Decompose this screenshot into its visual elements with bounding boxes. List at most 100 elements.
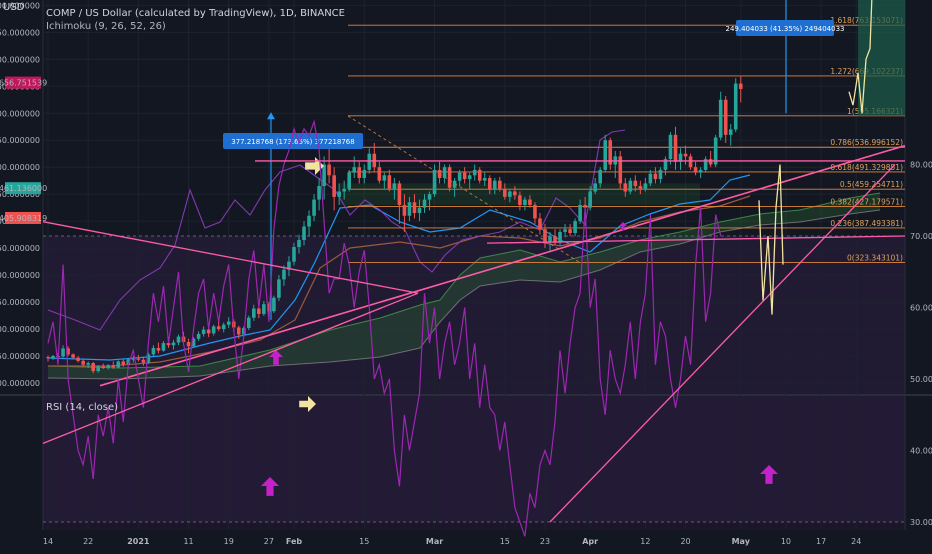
price-tick-label: 250.000000 bbox=[0, 298, 40, 307]
price-tick-label: 350.000000 bbox=[0, 244, 40, 253]
price-projection-path bbox=[848, 0, 873, 114]
candle-body bbox=[623, 183, 628, 192]
candle-body bbox=[76, 357, 80, 361]
candle-body bbox=[588, 191, 592, 208]
time-tick-label: 12 bbox=[640, 537, 650, 546]
candle-body bbox=[252, 308, 256, 318]
candle-body bbox=[347, 172, 351, 189]
time-tick-label: Feb bbox=[286, 537, 303, 546]
candle-body bbox=[728, 129, 733, 135]
fib-level-label: 0.5(459.254711) bbox=[840, 180, 903, 189]
measure-box-2-label: 249.404033 (41.35%) 249404033 bbox=[726, 25, 845, 33]
candle-body bbox=[518, 195, 522, 205]
time-tick-label: 17 bbox=[816, 537, 826, 546]
candle-body bbox=[196, 333, 201, 339]
candle-body bbox=[121, 361, 126, 365]
fib-level-label: 0(323.343101) bbox=[847, 254, 903, 263]
candle-body bbox=[247, 317, 251, 328]
candle-body bbox=[553, 236, 557, 243]
rsi-line bbox=[47, 119, 722, 537]
candle-body bbox=[412, 202, 417, 214]
price-tick-label: 300.000000 bbox=[0, 271, 40, 280]
candle-body bbox=[628, 180, 633, 192]
candle-body bbox=[387, 175, 392, 189]
price-tick-label: 550.000000 bbox=[0, 136, 40, 145]
candle-body bbox=[136, 358, 141, 360]
measure-box-2 bbox=[736, 20, 834, 36]
candle-body bbox=[337, 191, 341, 197]
candle-body bbox=[352, 167, 357, 173]
price-badge-label: 405.908319 bbox=[0, 214, 47, 223]
candle-body bbox=[332, 175, 336, 197]
rsi-tick-label: 40.00 bbox=[910, 447, 932, 456]
candle-body bbox=[307, 215, 311, 227]
candle-body bbox=[523, 199, 527, 205]
price-tick-label: 150.000000 bbox=[0, 352, 40, 361]
price-badge bbox=[5, 211, 41, 224]
tenkan-sen-line bbox=[47, 174, 751, 361]
candle-body bbox=[683, 153, 688, 157]
candle-body bbox=[257, 308, 261, 314]
candle-body bbox=[503, 188, 507, 197]
candle-body bbox=[131, 358, 136, 360]
candle-body bbox=[176, 336, 181, 343]
candle-body bbox=[543, 229, 547, 242]
candle-body bbox=[427, 194, 432, 200]
rsi-tick-label: 50.00 bbox=[910, 375, 932, 384]
candle-body bbox=[367, 153, 372, 170]
candle-body bbox=[462, 172, 467, 180]
candle-body bbox=[126, 359, 131, 365]
candle-body bbox=[668, 134, 673, 160]
candle-body bbox=[498, 180, 502, 189]
price-tick-label: 450.000000 bbox=[0, 190, 40, 199]
candle-body bbox=[407, 202, 412, 216]
candle-body bbox=[377, 167, 382, 181]
kijun-sen-line bbox=[48, 195, 751, 367]
candle-body bbox=[437, 169, 442, 178]
candle-body bbox=[447, 167, 452, 188]
price-tick-label: 750.000000 bbox=[0, 28, 40, 37]
candle-body bbox=[161, 343, 166, 351]
candle-body bbox=[472, 169, 477, 176]
fib-level-label: 0.618(491.329851) bbox=[830, 163, 903, 172]
candle-body bbox=[201, 329, 206, 334]
time-tick-label: 14 bbox=[43, 537, 53, 546]
rsi-support-trendline bbox=[549, 164, 896, 523]
fib-level-label: 0.786(536.996152) bbox=[830, 138, 903, 147]
candle-body bbox=[156, 347, 161, 351]
price-tick-label: 200.000000 bbox=[0, 325, 40, 334]
candle-body bbox=[693, 167, 698, 173]
price-badge bbox=[5, 182, 41, 195]
price-tick-label: 600.000000 bbox=[0, 109, 40, 118]
candle-body bbox=[638, 186, 643, 189]
fib-level-label: 0.382(427.179571) bbox=[830, 197, 903, 206]
time-tick-label: Mar bbox=[426, 537, 443, 546]
candle-body bbox=[151, 347, 156, 355]
support-trendline bbox=[99, 144, 906, 387]
price-tick-label: 100.000000 bbox=[0, 379, 40, 388]
candle-body bbox=[116, 361, 121, 368]
candle-body bbox=[442, 167, 447, 178]
candle-body bbox=[402, 204, 407, 216]
candle-body bbox=[477, 169, 482, 181]
candle-body bbox=[598, 169, 602, 184]
time-tick-label: 20 bbox=[680, 537, 690, 546]
candle-body bbox=[287, 261, 291, 270]
rsi-tick-label: 70.00 bbox=[910, 232, 932, 241]
candle-body bbox=[171, 342, 176, 346]
candle-body bbox=[608, 140, 613, 165]
price-badge-label: 656.751539 bbox=[0, 79, 47, 88]
candle-body bbox=[593, 183, 597, 192]
time-tick-label: 15 bbox=[359, 537, 369, 546]
candle-body bbox=[678, 153, 683, 162]
price-tick-label: 700.000000 bbox=[0, 55, 40, 64]
candle-body bbox=[267, 304, 271, 312]
magenta-up-arrow-icon bbox=[619, 222, 627, 231]
price-tick-label: 800.000000 bbox=[0, 1, 40, 10]
candle-body bbox=[698, 169, 703, 173]
candle-body bbox=[191, 338, 196, 347]
senkou-span-a bbox=[47, 192, 881, 369]
time-tick-label: 19 bbox=[224, 537, 234, 546]
